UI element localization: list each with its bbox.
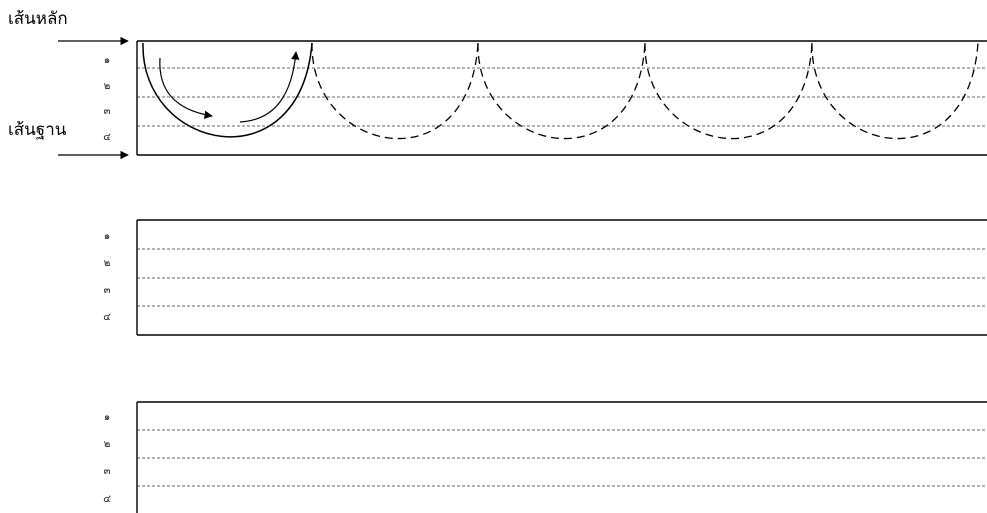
- main-line-label: เส้นหลัก: [8, 9, 68, 29]
- dashed-trace-curve: [311, 42, 479, 140]
- row-number-2: ๒: [103, 258, 111, 269]
- base-line-label: เส้นฐาน: [8, 120, 67, 140]
- dashed-trace-curve: [644, 42, 813, 140]
- row-number-3: ๓: [103, 285, 111, 296]
- row-number-2: ๒: [103, 81, 111, 92]
- row-number-1: ๑: [103, 231, 111, 242]
- stroke-direction-arrow-1: [159, 57, 213, 119]
- row-number-3: ๓: [103, 106, 111, 117]
- row-number-3: ๓: [103, 466, 111, 477]
- row-number-4: ๔: [103, 312, 111, 323]
- practice-block-2: [136, 401, 987, 513]
- practice-block-example: [58, 36, 987, 160]
- row-number-2: ๒: [103, 439, 111, 450]
- dashed-trace-curve: [477, 42, 646, 140]
- row-number-1: ๑: [103, 55, 111, 66]
- stroke-direction-arrow-2: [239, 51, 300, 123]
- row-number-1: ๑: [103, 412, 111, 423]
- dashed-trace-curve: [811, 42, 979, 140]
- solid-curve-stroke: [142, 42, 313, 138]
- practice-block-1: [136, 219, 987, 336]
- row-number-4: ๔: [103, 494, 111, 505]
- row-number-4: ๔: [103, 132, 111, 143]
